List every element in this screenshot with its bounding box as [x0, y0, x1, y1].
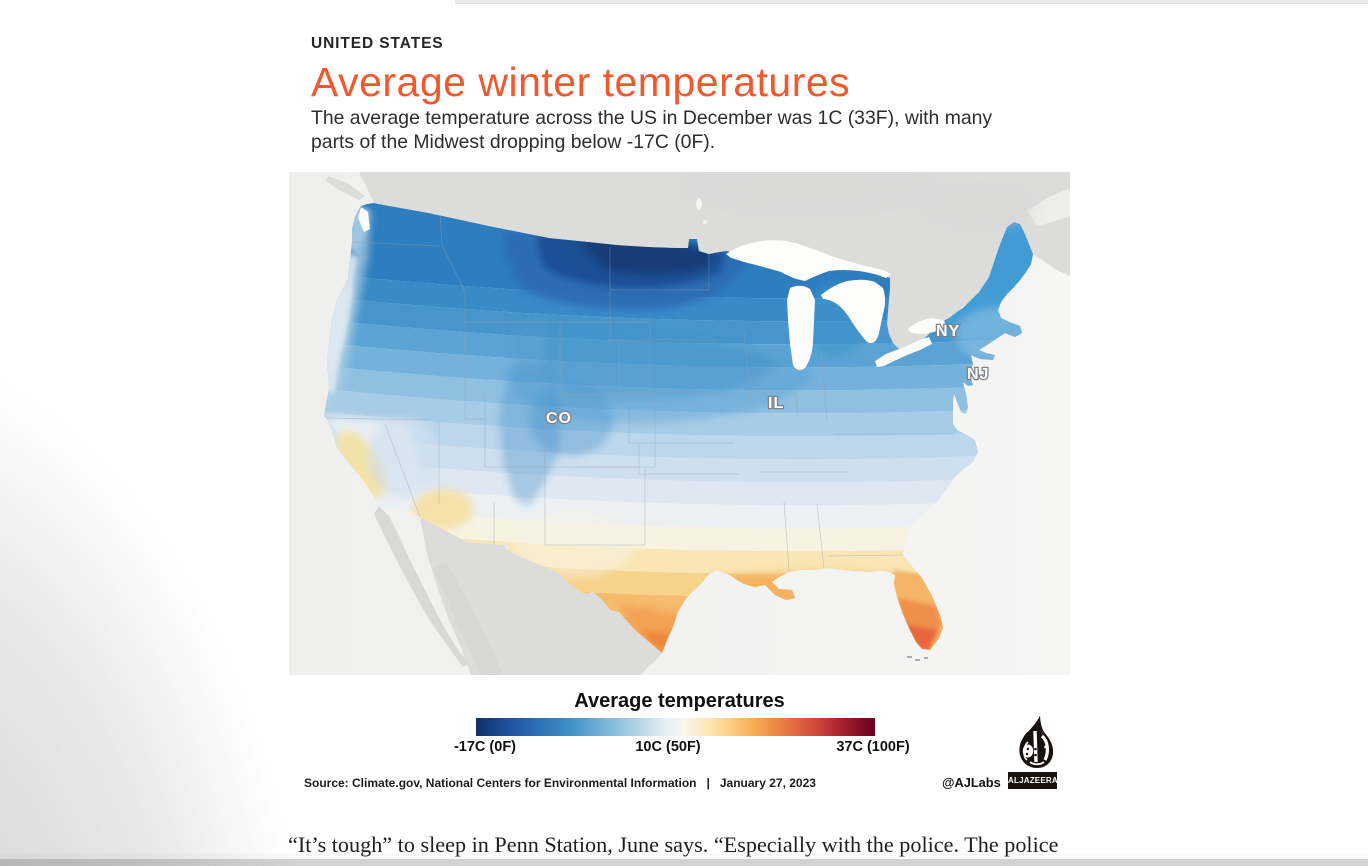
svg-text:IL: IL — [768, 395, 784, 412]
svg-text:NJ: NJ — [967, 366, 989, 383]
svg-text:CO: CO — [546, 410, 572, 427]
svg-text:NY: NY — [936, 323, 960, 340]
